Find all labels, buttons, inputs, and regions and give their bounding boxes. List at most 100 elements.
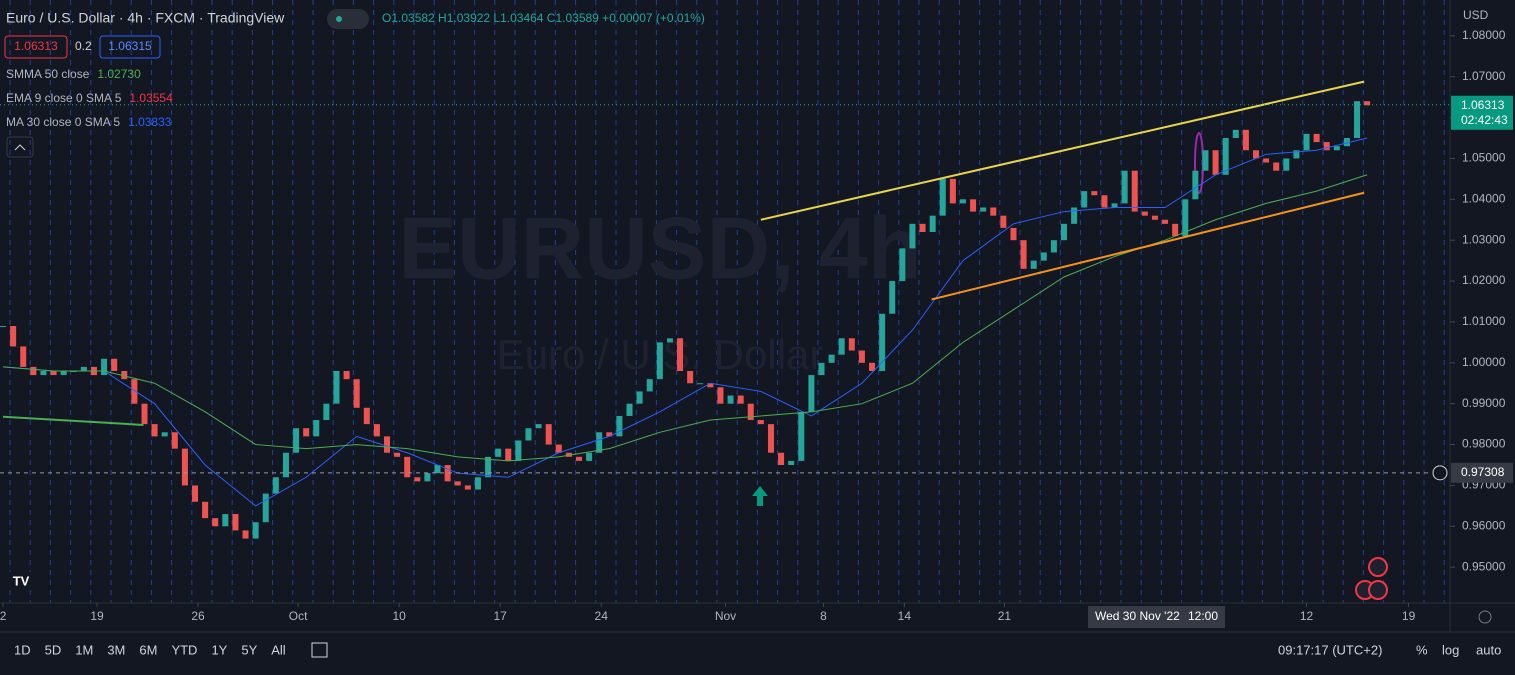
indicator-name: SMMA 50 close: [6, 67, 90, 81]
candle: [515, 440, 522, 461]
candle: [485, 456, 492, 478]
candle: [444, 465, 451, 482]
candle: [313, 420, 320, 437]
symbol-title: Euro / U.S. Dollar · 4h · FXCM · Trading…: [6, 10, 285, 26]
candle: [747, 403, 754, 421]
percent-toggle[interactable]: %: [1416, 642, 1428, 657]
range-button[interactable]: 3M: [107, 642, 125, 657]
date-range-icon[interactable]: [311, 642, 328, 658]
range-button[interactable]: 5Y: [241, 642, 257, 657]
candle: [282, 452, 289, 478]
x-tick-label: 12: [1300, 609, 1314, 623]
event-icon[interactable]: [1368, 580, 1388, 600]
candle: [838, 338, 845, 355]
settings-icon[interactable]: [1478, 610, 1492, 624]
auto-toggle[interactable]: auto: [1476, 642, 1501, 657]
candle: [242, 530, 249, 539]
candle: [1252, 150, 1259, 159]
candle: [212, 518, 219, 527]
candle: [141, 403, 148, 425]
candle: [343, 370, 350, 380]
collapse-button[interactable]: [6, 136, 34, 158]
spread: 0.2: [75, 39, 92, 53]
candle: [1111, 203, 1118, 208]
candle: [1020, 240, 1027, 269]
candle: [1091, 191, 1098, 196]
candle: [1303, 133, 1310, 151]
candle: [646, 379, 653, 392]
range-button[interactable]: YTD: [171, 642, 197, 657]
range-button[interactable]: 1M: [75, 642, 93, 657]
candle: [767, 424, 774, 453]
candle: [424, 473, 431, 482]
candle: [1182, 199, 1189, 237]
candle: [1313, 133, 1320, 143]
x-tick-label: 19: [90, 609, 104, 623]
candle: [788, 460, 795, 466]
candle: [10, 326, 17, 347]
x-tick-label: 26: [191, 609, 205, 623]
candle: [353, 379, 360, 408]
candle: [1030, 260, 1037, 269]
y-tick-label: 1.02000: [1462, 273, 1506, 287]
currency[interactable]: USD: [1463, 8, 1489, 22]
candle: [990, 207, 997, 216]
candle: [1202, 150, 1209, 171]
candle: [454, 481, 461, 486]
y-tick-label: 1.03000: [1462, 232, 1506, 246]
candle: [293, 428, 300, 453]
candle: [303, 428, 310, 437]
x-tick-label: Oct: [289, 609, 308, 623]
candle: [1232, 129, 1239, 138]
candle: [545, 424, 552, 445]
x-tick-label: 14: [898, 609, 912, 623]
candle: [161, 432, 168, 437]
sell-box[interactable]: [4, 35, 68, 59]
x-tick-label: 24: [595, 609, 609, 623]
range-button[interactable]: All: [271, 642, 286, 657]
buy-box[interactable]: [99, 35, 161, 59]
candle: [525, 428, 532, 441]
candle: [1071, 207, 1078, 224]
candle: [414, 477, 421, 482]
range-button[interactable]: 1Y: [211, 642, 227, 657]
x-tick-label: 19: [1402, 609, 1416, 623]
candle: [232, 514, 239, 531]
x-tick-label: 8: [820, 609, 827, 623]
candle: [606, 432, 613, 437]
candle: [363, 407, 370, 425]
candle: [111, 358, 118, 371]
add-alert[interactable]: [1432, 465, 1448, 481]
candle: [1222, 137, 1229, 175]
trend-line: [760, 80, 1365, 221]
candle: [858, 350, 865, 363]
candle: [727, 395, 734, 404]
candle: [171, 432, 178, 449]
candle: [373, 424, 380, 437]
candle: [899, 248, 906, 282]
candle: [687, 370, 694, 384]
candle: [1354, 101, 1361, 138]
range-button[interactable]: 6M: [139, 642, 157, 657]
log-toggle[interactable]: log: [1442, 642, 1459, 657]
y-tick-label: 1.08000: [1462, 28, 1506, 42]
candle: [909, 223, 916, 249]
status-pill[interactable]: [327, 9, 369, 29]
candle: [677, 338, 684, 371]
candle: [1293, 150, 1300, 159]
range-button[interactable]: 1D: [14, 642, 31, 657]
candle: [939, 178, 946, 216]
event-icon[interactable]: [1368, 557, 1388, 577]
trend-line: [2, 415, 144, 426]
candle: [404, 456, 411, 478]
candle: [798, 411, 805, 461]
candle: [1000, 215, 1007, 228]
y-tick-label: 1.01000: [1462, 314, 1506, 328]
candle: [1151, 215, 1158, 220]
range-button[interactable]: 5D: [45, 642, 62, 657]
candle: [656, 342, 663, 380]
svg-text:TV: TV: [13, 573, 30, 588]
candle: [505, 448, 512, 461]
y-tick-label: 0.99000: [1462, 396, 1506, 410]
candle: [1101, 195, 1108, 208]
